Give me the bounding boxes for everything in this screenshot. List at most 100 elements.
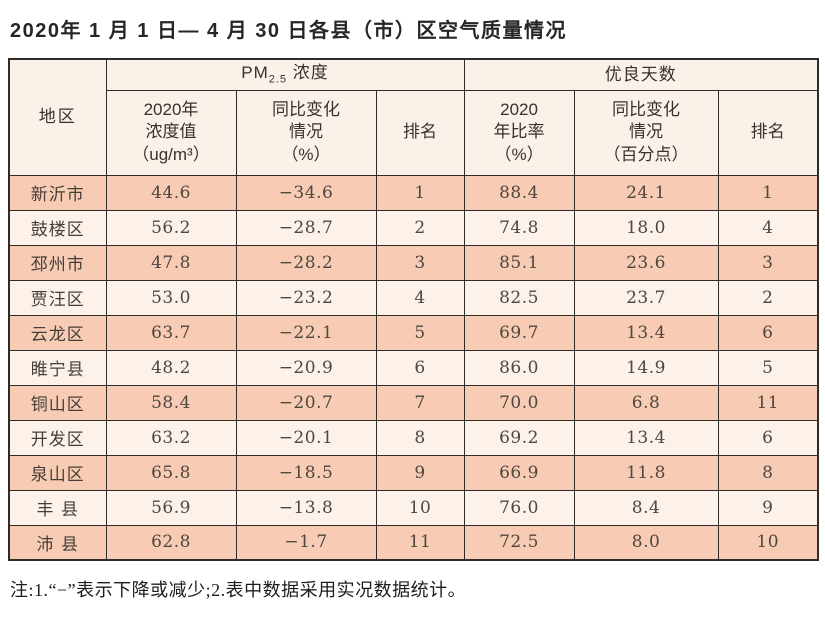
good-rank-cell: 2 xyxy=(717,279,819,316)
region-cell: 新沂市 xyxy=(8,174,107,211)
pm25-change-cell: −20.7 xyxy=(235,384,377,421)
pm25-value-cell: 44.6 xyxy=(105,174,237,211)
good-change-cell: 13.4 xyxy=(573,419,719,456)
good-rate-cell: 76.0 xyxy=(463,489,575,526)
good-change-cell: 6.8 xyxy=(573,384,719,421)
good-change-cell: 11.8 xyxy=(573,454,719,491)
table-row: 开发区 63.2 −20.1 8 69.2 13.4 6 xyxy=(8,419,819,456)
table-row: 邳州市 47.8 −28.2 3 85.1 23.6 3 xyxy=(8,244,819,281)
region-cell: 贾汪区 xyxy=(8,279,107,316)
pm25-change-cell: −23.2 xyxy=(235,279,377,316)
table-row: 泉山区 65.8 −18.5 9 66.9 11.8 8 xyxy=(8,454,819,491)
good-rank-cell: 10 xyxy=(717,524,819,561)
column-header-pm25-rank: 排名 xyxy=(375,89,465,176)
table-row: 新沂市 44.6 −34.6 1 88.4 24.1 1 xyxy=(8,174,819,211)
pm25-change-cell: −20.9 xyxy=(235,349,377,386)
pm25-rank-cell: 7 xyxy=(375,384,465,421)
pm25-change-cell: −20.1 xyxy=(235,419,377,456)
region-cell: 睢宁县 xyxy=(8,349,107,386)
pm25-change-cell: −13.8 xyxy=(235,489,377,526)
group-header-pm25: PM2.5 浓度 xyxy=(105,58,465,91)
pm25-rank-cell: 4 xyxy=(375,279,465,316)
pm25-change-cell: −28.7 xyxy=(235,209,377,246)
pm25-value-cell: 58.4 xyxy=(105,384,237,421)
pm25-value-cell: 47.8 xyxy=(105,244,237,281)
pm25-label-prefix: PM xyxy=(241,63,269,83)
good-change-cell: 23.6 xyxy=(573,244,719,281)
air-quality-table: 地区 PM2.5 浓度 优良天数 2020年 浓度值 （ug/m³） 同比变化 … xyxy=(8,58,820,561)
table-row: 睢宁县 48.2 −20.9 6 86.0 14.9 5 xyxy=(8,349,819,386)
pm25-value-cell: 62.8 xyxy=(105,524,237,561)
good-rank-cell: 9 xyxy=(717,489,819,526)
column-header-region: 地区 xyxy=(8,58,107,176)
good-rank-cell: 8 xyxy=(717,454,819,491)
column-header-pm25-change: 同比变化 情况 （%） xyxy=(235,89,377,176)
good-rate-cell: 74.8 xyxy=(463,209,575,246)
region-cell: 开发区 xyxy=(8,419,107,456)
table-header: 地区 PM2.5 浓度 优良天数 2020年 浓度值 （ug/m³） 同比变化 … xyxy=(8,58,819,176)
pm25-value-cell: 56.2 xyxy=(105,209,237,246)
pm25-label-subscript: 2.5 xyxy=(268,73,288,86)
table-row: 贾汪区 53.0 −23.2 4 82.5 23.7 2 xyxy=(8,279,819,316)
pm25-value-cell: 48.2 xyxy=(105,349,237,386)
good-change-cell: 8.4 xyxy=(573,489,719,526)
good-rate-cell: 70.0 xyxy=(463,384,575,421)
region-cell: 泉山区 xyxy=(8,454,107,491)
good-rank-cell: 6 xyxy=(717,419,819,456)
group-header-good-days: 优良天数 xyxy=(463,58,819,91)
region-cell: 铜山区 xyxy=(8,384,107,421)
good-rate-cell: 86.0 xyxy=(463,349,575,386)
good-rank-cell: 1 xyxy=(717,174,819,211)
column-header-good-rank: 排名 xyxy=(717,89,819,176)
pm25-rank-cell: 9 xyxy=(375,454,465,491)
good-rate-cell: 72.5 xyxy=(463,524,575,561)
footnote: 注:1.“−”表示下降或减少;2.表中数据采用实况数据统计。 xyxy=(10,580,467,600)
pm25-value-cell: 63.2 xyxy=(105,419,237,456)
pm25-value-cell: 65.8 xyxy=(105,454,237,491)
pm25-value-cell: 56.9 xyxy=(105,489,237,526)
pm25-rank-cell: 5 xyxy=(375,314,465,351)
pm25-rank-cell: 10 xyxy=(375,489,465,526)
pm25-rank-cell: 3 xyxy=(375,244,465,281)
pm25-change-cell: −34.6 xyxy=(235,174,377,211)
pm25-value-cell: 53.0 xyxy=(105,279,237,316)
good-change-cell: 23.7 xyxy=(573,279,719,316)
region-cell: 邳州市 xyxy=(8,244,107,281)
good-rank-cell: 6 xyxy=(717,314,819,351)
column-header-good-rate: 2020 年比率 （%） xyxy=(463,89,575,176)
good-change-cell: 18.0 xyxy=(573,209,719,246)
good-rate-cell: 82.5 xyxy=(463,279,575,316)
good-change-cell: 14.9 xyxy=(573,349,719,386)
table-row: 云龙区 63.7 −22.1 5 69.7 13.4 6 xyxy=(8,314,819,351)
table-body: 新沂市 44.6 −34.6 1 88.4 24.1 1 鼓楼区 56.2 −2… xyxy=(8,174,819,561)
table-row: 沛 县 62.8 −1.7 11 72.5 8.0 10 xyxy=(8,524,819,561)
table-row: 丰 县 56.9 −13.8 10 76.0 8.4 9 xyxy=(8,489,819,526)
table-row: 鼓楼区 56.2 −28.7 2 74.8 18.0 4 xyxy=(8,209,819,246)
region-cell: 沛 县 xyxy=(8,524,107,561)
region-cell: 丰 县 xyxy=(8,489,107,526)
region-cell: 云龙区 xyxy=(8,314,107,351)
pm25-change-cell: −18.5 xyxy=(235,454,377,491)
good-rate-cell: 66.9 xyxy=(463,454,575,491)
good-rate-cell: 69.2 xyxy=(463,419,575,456)
column-header-pm25-value: 2020年 浓度值 （ug/m³） xyxy=(105,89,237,176)
good-rate-cell: 85.1 xyxy=(463,244,575,281)
page-title: 2020年 1 月 1 日— 4 月 30 日各县（市）区空气质量情况 xyxy=(10,20,568,42)
column-header-good-change: 同比变化 情况 （百分点） xyxy=(573,89,719,176)
pm25-label-suffix: 浓度 xyxy=(287,63,329,83)
pm25-change-cell: −22.1 xyxy=(235,314,377,351)
region-cell: 鼓楼区 xyxy=(8,209,107,246)
pm25-rank-cell: 1 xyxy=(375,174,465,211)
table-row: 铜山区 58.4 −20.7 7 70.0 6.8 11 xyxy=(8,384,819,421)
good-rank-cell: 3 xyxy=(717,244,819,281)
good-rank-cell: 4 xyxy=(717,209,819,246)
pm25-rank-cell: 8 xyxy=(375,419,465,456)
good-rate-cell: 69.7 xyxy=(463,314,575,351)
pm25-rank-cell: 11 xyxy=(375,524,465,561)
good-rate-cell: 88.4 xyxy=(463,174,575,211)
pm25-change-cell: −1.7 xyxy=(235,524,377,561)
good-change-cell: 24.1 xyxy=(573,174,719,211)
pm25-rank-cell: 2 xyxy=(375,209,465,246)
pm25-change-cell: −28.2 xyxy=(235,244,377,281)
